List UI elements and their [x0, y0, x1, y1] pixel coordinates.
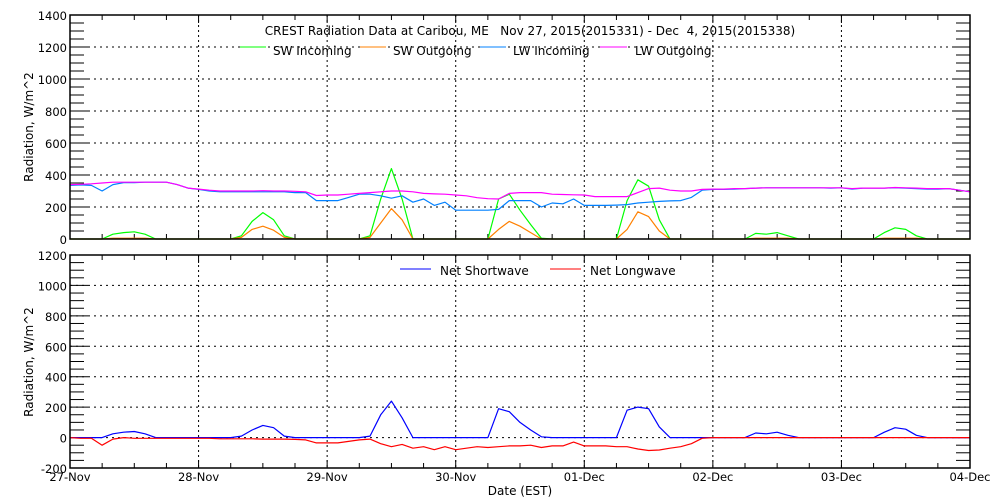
x-tick-label: 30-Nov: [435, 470, 476, 484]
y-tick-label: 1400: [38, 9, 67, 23]
y-tick-label: 400: [45, 371, 67, 385]
series-line-net-shortwave: [70, 400, 970, 439]
y-tick-label: 800: [45, 310, 67, 324]
x-tick-label: 27-Nov: [49, 470, 90, 484]
series-line-lw-outgoing: [69, 181, 971, 200]
y-tick-label: 600: [45, 340, 67, 354]
plot-frame: [69, 14, 971, 240]
y-tick-label: 1000: [38, 279, 67, 293]
x-tick-label: 03-Dec: [821, 470, 862, 484]
y-tick-label: 400: [45, 169, 67, 183]
x-axis-label: Date (EST): [488, 484, 552, 498]
y-tick-label: 1000: [38, 73, 67, 87]
y-tick-label: -200: [41, 462, 67, 476]
y-tick-label: 1200: [38, 249, 67, 263]
legend-label-sw-outgoing: SW Outgoing: [393, 44, 472, 58]
legend-label-lw-incoming: LW Incoming: [513, 44, 590, 58]
y-tick-label: 600: [45, 137, 67, 151]
y-tick-label: 0: [60, 233, 67, 247]
y-tick-label: 200: [45, 201, 67, 215]
y-tick-label: 1200: [38, 41, 67, 55]
legend-label-net-shortwave: Net Shortwave: [440, 264, 529, 278]
bottom-legend: Net Shortwave Net Longwave: [400, 264, 676, 278]
plot-frame: [69, 254, 971, 469]
top-legend: SW Incoming SW Outgoing LW Incoming LW O…: [240, 44, 712, 58]
bottom-panel: -200 0 200 400 600 800 1000 1200 27-Nov 28-Nov 29-…: [38, 249, 991, 484]
bottom-y-axis-label: Radiation, W/m^2: [22, 307, 36, 417]
chart-title: CREST Radiation Data at Caribou, ME Nov …: [265, 24, 795, 38]
x-tick-label: 01-Dec: [564, 470, 605, 484]
series-line-sw-incoming: [70, 168, 970, 240]
x-tick-label: 02-Dec: [692, 470, 733, 484]
y-tick-label: 800: [45, 105, 67, 119]
top-panel: 0 200 400 600 800 1000 1200 1400: [38, 9, 971, 247]
x-tick-label: 04-Dec: [949, 470, 990, 484]
x-tick-label: 28-Nov: [178, 470, 219, 484]
series-line-lw-incoming: [69, 181, 971, 211]
series-line-net-longwave: [69, 437, 970, 452]
y-tick-label: 200: [45, 401, 67, 415]
x-tick-label: 29-Nov: [307, 470, 348, 484]
legend-label-lw-outgoing: LW Outgoing: [635, 44, 712, 58]
y-tick-label: 0: [60, 432, 67, 446]
legend-label-net-longwave: Net Longwave: [590, 264, 676, 278]
top-y-axis-label: Radiation, W/m^2: [22, 72, 36, 182]
legend-label-sw-incoming: SW Incoming: [273, 44, 352, 58]
